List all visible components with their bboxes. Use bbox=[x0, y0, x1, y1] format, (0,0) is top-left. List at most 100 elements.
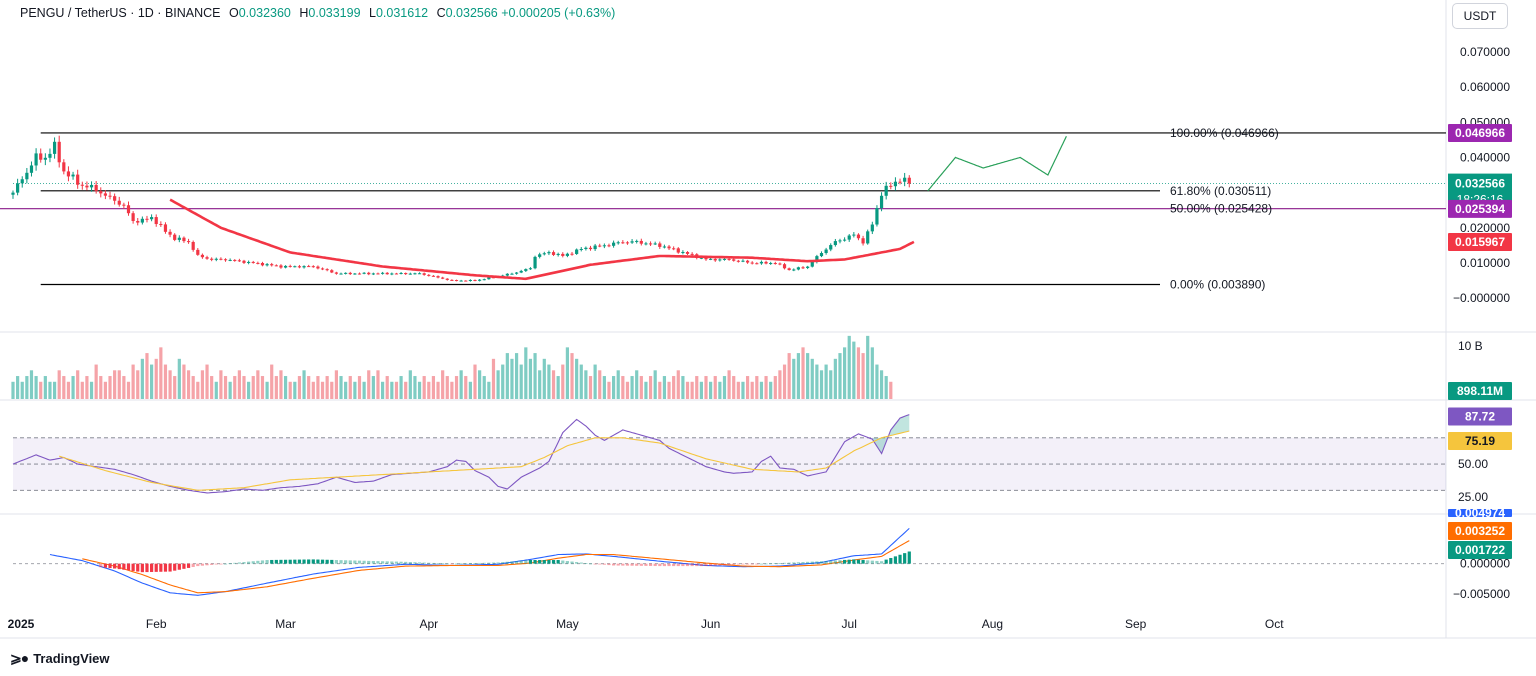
volume-bar[interactable] bbox=[330, 381, 334, 399]
volume-bar[interactable] bbox=[875, 364, 879, 399]
volume-bar[interactable] bbox=[62, 376, 66, 399]
volume-bar[interactable] bbox=[320, 381, 325, 399]
candle-body[interactable] bbox=[29, 165, 34, 173]
volume-bar[interactable] bbox=[778, 370, 782, 399]
candle-body[interactable] bbox=[25, 172, 29, 180]
candle-body[interactable] bbox=[302, 266, 306, 268]
volume-bar[interactable] bbox=[94, 364, 98, 399]
candle-body[interactable] bbox=[150, 217, 154, 220]
candle-body[interactable] bbox=[367, 272, 371, 275]
volume-bar[interactable] bbox=[71, 376, 75, 399]
candle-body[interactable] bbox=[404, 272, 408, 275]
volume-bar[interactable] bbox=[464, 376, 468, 399]
volume-bar[interactable] bbox=[422, 376, 426, 399]
volume-bar[interactable] bbox=[769, 381, 773, 399]
candle-body[interactable] bbox=[482, 279, 486, 281]
volume-bar[interactable] bbox=[709, 381, 713, 399]
volume-bar[interactable] bbox=[501, 364, 505, 399]
volume-bar[interactable] bbox=[256, 370, 260, 399]
volume-bar[interactable] bbox=[570, 353, 574, 399]
volume-bar[interactable] bbox=[399, 376, 403, 399]
candle-body[interactable] bbox=[431, 275, 436, 277]
volume-bar[interactable] bbox=[436, 381, 440, 399]
volume-bar[interactable] bbox=[136, 370, 140, 399]
volume-bar[interactable] bbox=[565, 347, 569, 399]
candle-body[interactable] bbox=[893, 181, 898, 187]
volume-bar[interactable] bbox=[408, 370, 412, 399]
volume-bar[interactable] bbox=[186, 370, 191, 399]
volume-bar[interactable] bbox=[658, 381, 662, 399]
candle-body[interactable] bbox=[237, 260, 241, 262]
candle-body[interactable] bbox=[838, 240, 842, 242]
symbol-label[interactable]: PENGU / TetherUS · 1D · BINANCE bbox=[20, 6, 221, 20]
candle-body[interactable] bbox=[879, 195, 884, 208]
volume-bar[interactable] bbox=[307, 376, 311, 399]
volume-bar[interactable] bbox=[514, 353, 519, 399]
candle-body[interactable] bbox=[223, 259, 228, 261]
volume-bar[interactable] bbox=[861, 353, 865, 399]
volume-bar[interactable] bbox=[879, 370, 884, 399]
volume-bar[interactable] bbox=[103, 381, 107, 399]
candle-body[interactable] bbox=[810, 261, 814, 267]
volume-bar[interactable] bbox=[76, 370, 80, 399]
volume-bar[interactable] bbox=[357, 376, 362, 399]
volume-bar[interactable] bbox=[237, 370, 241, 399]
volume-bar[interactable] bbox=[450, 381, 454, 399]
volume-bar[interactable] bbox=[528, 358, 533, 399]
candle-body[interactable] bbox=[94, 184, 98, 192]
volume-bar[interactable] bbox=[131, 364, 135, 399]
volume-bar[interactable] bbox=[311, 381, 315, 399]
candle-body[interactable] bbox=[718, 259, 722, 261]
candle-body[interactable] bbox=[819, 253, 824, 257]
candle-body[interactable] bbox=[598, 245, 602, 247]
volume-bar[interactable] bbox=[247, 381, 251, 399]
candle-body[interactable] bbox=[445, 278, 449, 280]
volume-bar[interactable] bbox=[579, 364, 583, 399]
candle-body[interactable] bbox=[750, 262, 754, 264]
volume-bar[interactable] bbox=[866, 335, 870, 399]
volume-bar[interactable] bbox=[52, 381, 57, 399]
candle-body[interactable] bbox=[644, 243, 648, 245]
candle-body[interactable] bbox=[861, 238, 865, 244]
candle-body[interactable] bbox=[357, 273, 362, 275]
candle-body[interactable] bbox=[454, 280, 459, 282]
rsi-ma-line[interactable] bbox=[59, 430, 910, 491]
candle-body[interactable] bbox=[408, 273, 412, 275]
volume-bar[interactable] bbox=[561, 364, 565, 399]
volume-bar[interactable] bbox=[57, 370, 61, 399]
volume-bar[interactable] bbox=[108, 376, 112, 399]
volume-bar[interactable] bbox=[145, 353, 149, 399]
candle-body[interactable] bbox=[519, 270, 523, 273]
candle-body[interactable] bbox=[889, 185, 893, 187]
volume-bar[interactable] bbox=[607, 381, 611, 399]
volume-bar[interactable] bbox=[182, 364, 186, 399]
volume-bar[interactable] bbox=[593, 364, 597, 399]
volume-bar[interactable] bbox=[163, 364, 168, 399]
volume-bar[interactable] bbox=[168, 370, 172, 399]
candle-body[interactable] bbox=[806, 266, 810, 268]
candle-body[interactable] bbox=[870, 224, 874, 232]
candle-body[interactable] bbox=[279, 265, 283, 268]
volume-bar[interactable] bbox=[625, 381, 630, 399]
volume-bar[interactable] bbox=[478, 370, 482, 399]
volume-bar[interactable] bbox=[113, 370, 117, 399]
candle-body[interactable] bbox=[907, 177, 911, 184]
volume-bar[interactable] bbox=[482, 376, 486, 399]
candle-body[interactable] bbox=[588, 247, 593, 250]
volume-bar[interactable] bbox=[856, 347, 861, 399]
candle-body[interactable] bbox=[131, 213, 135, 222]
volume-bar[interactable] bbox=[260, 376, 265, 399]
candle-body[interactable] bbox=[833, 241, 837, 246]
volume-bar[interactable] bbox=[889, 381, 893, 399]
volume-bar[interactable] bbox=[297, 376, 302, 399]
volume-bar[interactable] bbox=[385, 376, 389, 399]
candle-body[interactable] bbox=[538, 254, 542, 257]
volume-bar[interactable] bbox=[334, 370, 338, 399]
volume-bar[interactable] bbox=[510, 358, 514, 399]
candle-body[interactable] bbox=[427, 274, 431, 276]
volume-bar[interactable] bbox=[745, 376, 750, 399]
volume-bar[interactable] bbox=[283, 376, 288, 399]
candle-body[interactable] bbox=[510, 273, 514, 275]
volume-bar[interactable] bbox=[681, 376, 685, 399]
candle-body[interactable] bbox=[773, 263, 777, 265]
